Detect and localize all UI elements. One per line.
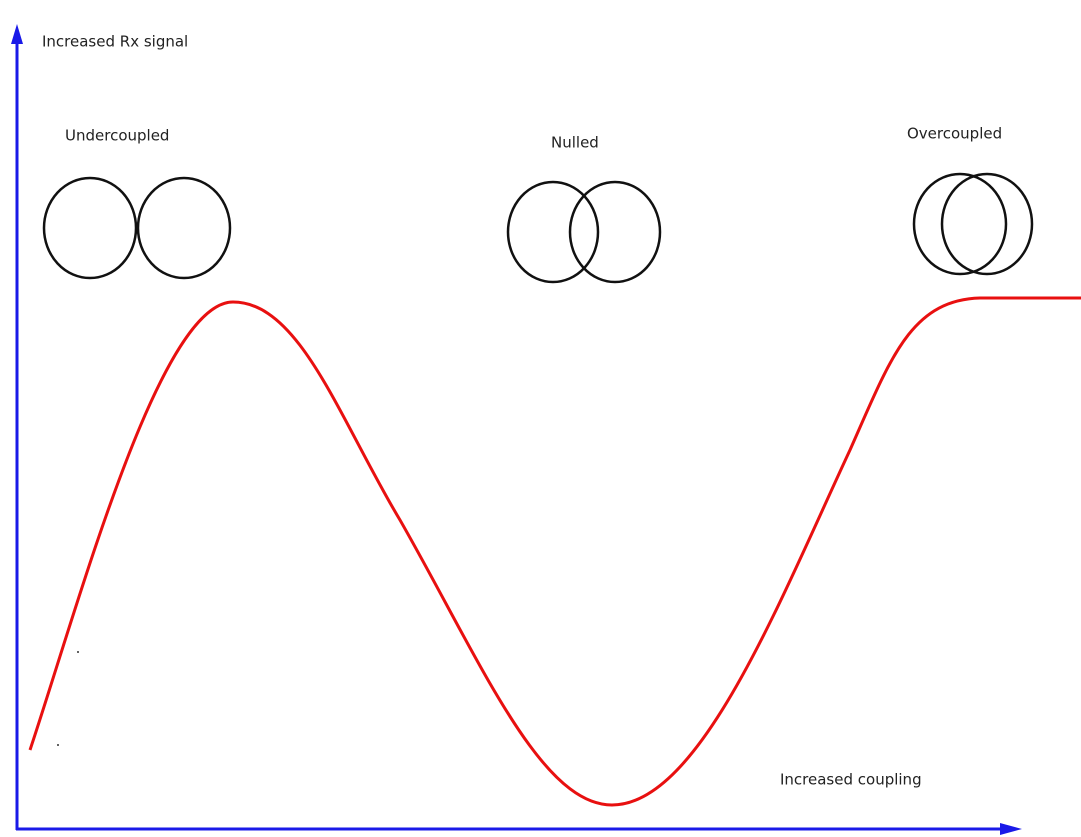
coil (940, 172, 1034, 276)
stray-dot (57, 744, 59, 746)
response-curve (28, 296, 1081, 807)
coil-pair (42, 176, 232, 280)
region-label: Overcoupled (907, 125, 1002, 143)
y-axis-arrow (11, 24, 23, 44)
x-axis-label: Increased coupling (780, 771, 922, 789)
coil-pair (912, 172, 1034, 276)
x-axis-arrow (1000, 823, 1022, 835)
y-axis-label: Increased Rx signal (42, 33, 188, 51)
region-label: Nulled (551, 134, 599, 152)
coil (136, 176, 232, 280)
coil-pair (506, 180, 662, 284)
coil (42, 176, 138, 280)
coil (912, 172, 1008, 276)
stray-dot (77, 651, 79, 653)
region-label: Undercoupled (65, 127, 169, 145)
coil (568, 180, 662, 284)
coil (506, 180, 600, 284)
